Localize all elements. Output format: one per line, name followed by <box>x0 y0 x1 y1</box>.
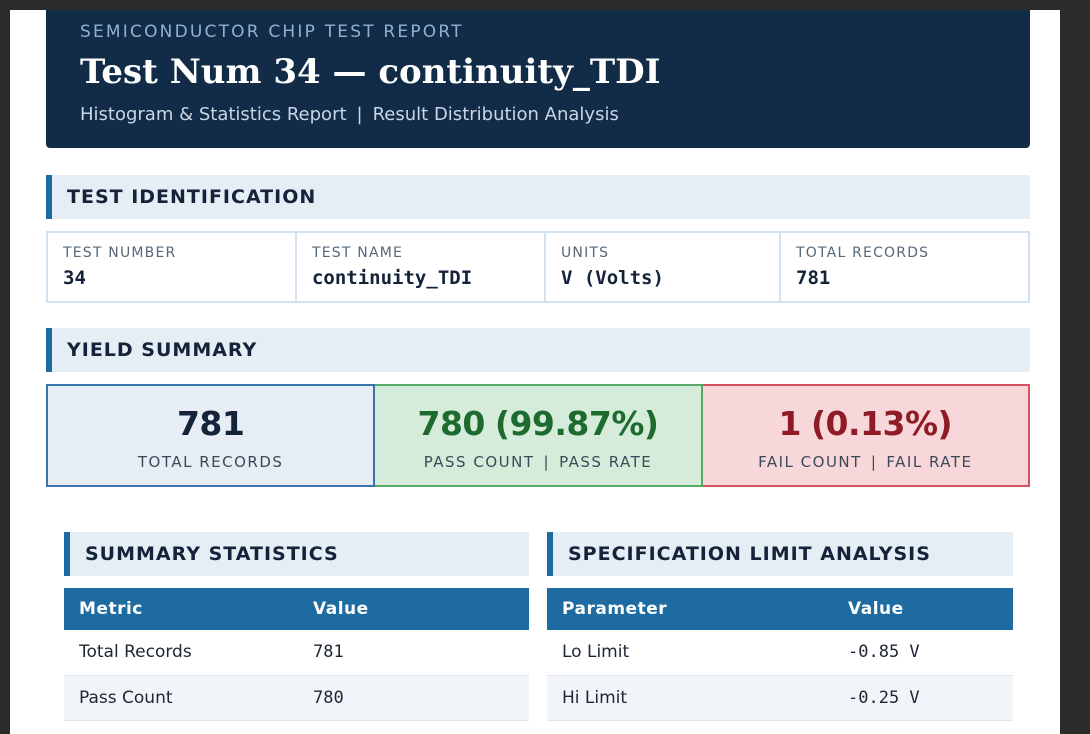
yield-summary-heading-text: YIELD SUMMARY <box>67 339 258 361</box>
id-cell-test-name: TEST NAME continuity_TDI <box>297 233 546 301</box>
spec-limit-analysis-table: Parameter Value Lo Limit -0.85 V Hi Limi… <box>547 588 1013 721</box>
subtitle-right: Result Distribution Analysis <box>372 104 619 125</box>
report-kicker: SEMICONDUCTOR CHIP TEST REPORT <box>80 22 464 42</box>
fail-count-label: FAIL COUNT <box>758 453 862 471</box>
parameter-cell: Lo Limit <box>547 630 833 676</box>
metric-cell: Pass Count <box>64 675 298 721</box>
id-cell-total-records: TOTAL RECORDS 781 <box>781 233 1028 301</box>
yield-total-label: TOTAL RECORDS <box>137 453 284 471</box>
yield-total-value: 781 <box>48 404 373 448</box>
spec-limit-analysis-heading-text: SPECIFICATION LIMIT ANALYSIS <box>568 543 931 565</box>
id-cell-test-number: TEST NUMBER 34 <box>48 233 297 301</box>
subtitle-left: Histogram & Statistics Report <box>80 104 347 125</box>
yield-fail-label: FAIL COUNT | FAIL RATE <box>703 453 1028 471</box>
id-cell-value: 781 <box>796 267 831 289</box>
table-row: Total Records 781 <box>64 630 529 676</box>
fail-count-number: 1 <box>778 404 802 443</box>
fail-rate-label: FAIL RATE <box>886 453 973 471</box>
id-cell-label: TEST NUMBER <box>63 245 177 261</box>
id-cell-value: continuity_TDI <box>311 267 473 289</box>
parameter-cell: Hi Limit <box>547 675 833 721</box>
yield-total-box: 781 TOTAL RECORDS <box>46 384 376 487</box>
test-identification-heading: TEST IDENTIFICATION <box>46 175 1030 219</box>
column-header-value: Value <box>833 588 1013 630</box>
column-header-metric: Metric <box>64 588 298 630</box>
pass-rate-percent: (99.87%) <box>494 404 659 443</box>
table-row: Pass Count 780 <box>64 675 529 721</box>
test-identification-grid: TEST NUMBER 34 TEST NAME continuity_TDI … <box>46 231 1030 303</box>
table-header-row: Metric Value <box>64 588 529 630</box>
value-cell: 781 <box>298 630 529 676</box>
table-row: Hi Limit -0.25 V <box>547 675 1013 721</box>
spec-limit-analysis-heading: SPECIFICATION LIMIT ANALYSIS <box>547 532 1013 576</box>
fail-label-separator: | <box>870 453 878 471</box>
value-cell: -0.25 V <box>833 675 1013 721</box>
id-cell-label: TEST NAME <box>311 245 404 261</box>
yield-fail-box: 1 (0.13%) FAIL COUNT | FAIL RATE <box>702 384 1030 487</box>
pass-label-separator: | <box>543 453 551 471</box>
column-header-value: Value <box>298 588 529 630</box>
pass-count-label: PASS COUNT <box>423 453 535 471</box>
id-cell-value: V (Volts) <box>560 267 664 289</box>
id-cell-label: TOTAL RECORDS <box>796 245 930 261</box>
value-cell: -0.85 V <box>833 630 1013 676</box>
yield-summary-heading: YIELD SUMMARY <box>46 328 1030 372</box>
subtitle-separator: | <box>356 104 363 125</box>
id-cell-value: 34 <box>63 267 86 289</box>
yield-summary-row: 781 TOTAL RECORDS 780 (99.87%) PASS COUNT… <box>46 384 1030 487</box>
summary-statistics-heading: SUMMARY STATISTICS <box>64 532 529 576</box>
pass-count-number: 780 <box>417 404 485 443</box>
report-page: SEMICONDUCTOR CHIP TEST REPORT Test Num … <box>10 10 1060 734</box>
metric-cell: Total Records <box>64 630 298 676</box>
yield-pass-box: 780 (99.87%) PASS COUNT | PASS RATE <box>375 384 703 487</box>
test-identification-heading-text: TEST IDENTIFICATION <box>67 186 317 208</box>
id-cell-units: UNITS V (Volts) <box>546 233 782 301</box>
yield-pass-label: PASS COUNT | PASS RATE <box>375 453 700 471</box>
value-cell: 780 <box>298 675 529 721</box>
report-header: SEMICONDUCTOR CHIP TEST REPORT Test Num … <box>46 10 1030 148</box>
table-header-row: Parameter Value <box>547 588 1013 630</box>
yield-total-number: 781 <box>176 404 245 443</box>
id-cell-label: UNITS <box>560 245 610 261</box>
fail-rate-percent: (0.13%) <box>810 404 953 443</box>
report-title: Test Num 34 — continuity_TDI <box>80 52 661 92</box>
summary-statistics-heading-text: SUMMARY STATISTICS <box>85 543 339 565</box>
pass-rate-label: PASS RATE <box>559 453 653 471</box>
table-row: Lo Limit -0.85 V <box>547 630 1013 676</box>
yield-fail-value: 1 (0.13%) <box>703 404 1028 448</box>
yield-pass-value: 780 (99.87%) <box>375 404 700 448</box>
report-subtitle: Histogram & Statistics Report | Result Dis… <box>80 104 996 125</box>
column-header-parameter: Parameter <box>547 588 833 630</box>
summary-statistics-table: Metric Value Total Records 781 Pass Coun… <box>64 588 529 721</box>
